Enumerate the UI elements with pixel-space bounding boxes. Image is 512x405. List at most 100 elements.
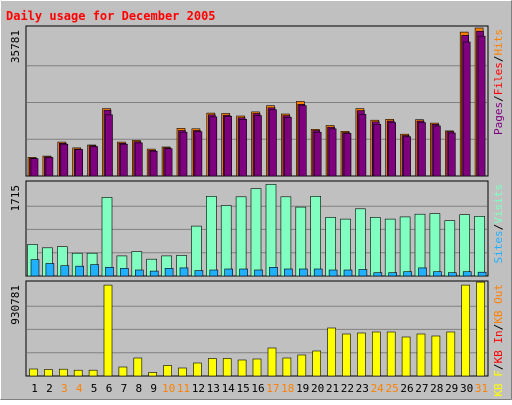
bar-visits-day-14: [220, 205, 232, 277]
bar-sites-day-5: [90, 264, 99, 277]
bar-sites-day-2: [45, 263, 55, 277]
legend-entry-kb-out: KB Out: [492, 284, 505, 324]
panel-kbytes-ymax-label: 930781: [9, 285, 22, 325]
legend-separator: /: [492, 324, 505, 331]
bar-pages-day-9: [149, 150, 158, 177]
x-tick-label-day-14: 14: [222, 382, 236, 395]
bar-kb-day-1: [29, 368, 38, 377]
bar-kb-day-7: [118, 366, 128, 377]
bar-kb-day-24: [371, 331, 381, 377]
bar-kb-day-26: [401, 336, 411, 377]
bar-sites-day-19: [298, 268, 308, 277]
bar-visits-day-17: [265, 184, 277, 277]
bar-kb-day-9: [148, 372, 157, 377]
bar-sites-day-29: [447, 272, 457, 277]
x-tick-label-day-23: 23: [356, 382, 369, 395]
bar-sites-day-8: [135, 269, 144, 277]
panel-hits-files-pages-legend: Pages/Files/Hits: [492, 29, 505, 135]
bar-sites-day-17: [269, 266, 278, 277]
legend-separator: /: [492, 56, 505, 63]
bar-pages-day-20: [313, 131, 322, 177]
bar-visits-day-23: [355, 208, 366, 277]
panel-kbytes-legend: KB F/KB In/KB Out: [492, 284, 505, 397]
bar-pages-day-26: [403, 136, 411, 177]
x-tick-label-day-16: 16: [251, 382, 264, 395]
bar-kb-day-6: [103, 284, 113, 377]
bar-pages-day-1: [30, 158, 39, 177]
bar-visits-day-15: [235, 196, 247, 277]
x-tick-label-day-26: 26: [400, 382, 413, 395]
x-tick-label-day-10: 10: [162, 382, 175, 395]
bar-sites-day-1: [30, 259, 40, 277]
bar-kb-day-2: [44, 369, 53, 377]
bar-pages-day-24: [373, 124, 382, 177]
bar-sites-day-18: [284, 268, 293, 277]
legend-entry-hits: Hits: [492, 29, 505, 56]
legend-entry-visits: Visits: [492, 184, 505, 224]
legend-entry-sites: Sites: [492, 230, 505, 263]
bar-pages-day-2: [45, 157, 54, 177]
bar-sites-day-10: [164, 268, 174, 277]
bar-pages-day-5: [90, 146, 98, 177]
bar-pages-day-31: [477, 35, 486, 177]
bar-kb-day-30: [461, 284, 471, 377]
bar-sites-day-16: [254, 269, 263, 277]
bar-sites-day-21: [328, 269, 338, 277]
x-tick-label-day-18: 18: [281, 382, 294, 395]
x-tick-label-day-24: 24: [371, 382, 385, 395]
bar-kb-day-27: [416, 333, 426, 377]
x-tick-label-day-8: 8: [135, 382, 142, 395]
panel-hits-files-pages-ymax-label: 35781: [9, 30, 22, 63]
panels: 35781Pages/Files/Hits1715Sites/Visits930…: [9, 25, 505, 397]
bar-pages-day-14: [224, 116, 232, 177]
bar-visits-day-16: [250, 188, 262, 277]
bar-pages-day-25: [388, 122, 397, 177]
legend-entry-files: Files: [492, 62, 505, 95]
bar-sites-day-6: [105, 266, 114, 277]
bar-kb-day-20: [312, 350, 322, 377]
bar-sites-day-12: [194, 270, 204, 277]
bar-visits-day-13: [206, 196, 217, 277]
bar-sites-day-9: [149, 270, 159, 277]
bar-visits-day-21: [325, 217, 336, 277]
bar-pages-day-11: [179, 131, 188, 177]
bar-pages-day-18: [284, 117, 292, 177]
bar-sites-day-23: [358, 269, 368, 277]
bar-sites-day-4: [75, 265, 84, 277]
bar-sites-day-30: [462, 271, 472, 277]
bar-pages-day-19: [298, 105, 307, 177]
x-tick-label-day-17: 17: [266, 382, 279, 395]
x-tick-label-day-5: 5: [91, 382, 98, 395]
x-tick-label-day-21: 21: [326, 382, 339, 395]
bar-pages-day-17: [269, 109, 277, 177]
bar-visits-day-26: [399, 216, 411, 277]
bar-pages-day-21: [328, 128, 337, 177]
x-tick-label-day-29: 29: [445, 382, 458, 395]
bar-sites-day-24: [373, 272, 383, 277]
bar-pages-day-15: [239, 119, 247, 177]
bar-visits-day-30: [459, 214, 471, 277]
bar-visits-day-20: [310, 196, 322, 277]
bar-kb-day-22: [342, 333, 351, 377]
bar-sites-day-26: [403, 271, 412, 277]
bar-sites-day-14: [224, 268, 233, 277]
legend-entry-pages: Pages: [492, 102, 505, 135]
bar-visits-day-12: [191, 225, 202, 277]
legend-entry-kb-f: KB F: [492, 370, 505, 397]
bar-visits-day-27: [414, 213, 426, 277]
bar-pages-day-7: [120, 143, 128, 177]
bar-pages-day-30: [462, 41, 471, 177]
bar-sites-day-31: [477, 271, 487, 277]
x-tick-label-day-25: 25: [385, 382, 398, 395]
x-tick-label-day-9: 9: [150, 382, 157, 395]
bar-kb-day-19: [297, 354, 307, 377]
x-tick-label-day-2: 2: [46, 382, 53, 395]
legend-separator: /: [492, 224, 505, 231]
bar-kb-day-4: [73, 369, 83, 377]
bar-kb-day-10: [163, 365, 172, 377]
x-tick-label-day-28: 28: [430, 382, 443, 395]
bar-sites-day-28: [433, 271, 442, 277]
bar-pages-day-12: [194, 131, 203, 177]
